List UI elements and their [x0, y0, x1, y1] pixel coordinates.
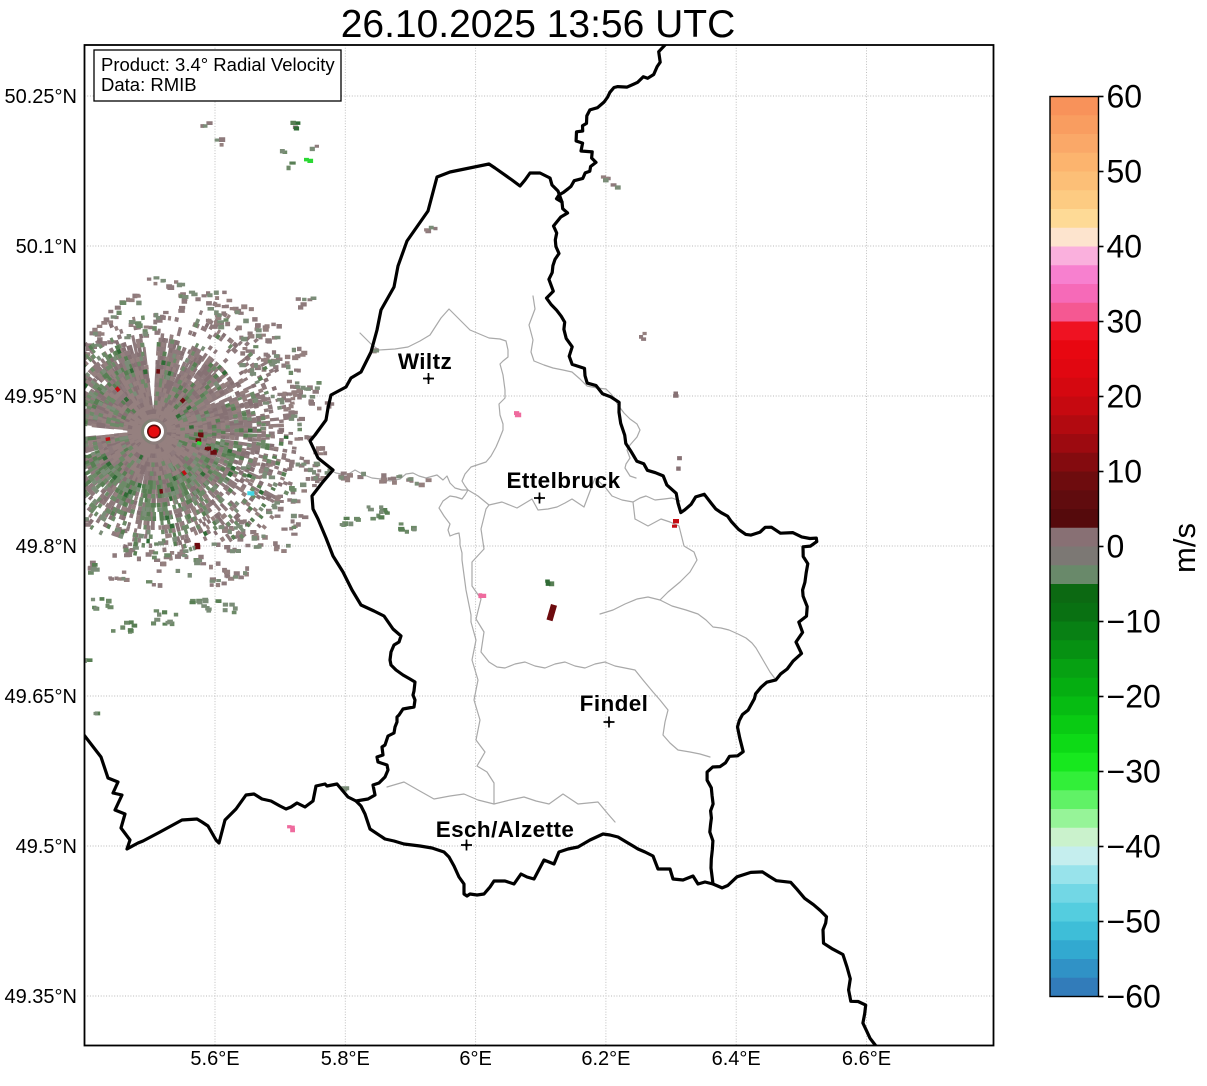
svg-text:Data: RMIB: Data: RMIB: [101, 74, 197, 95]
svg-text:20: 20: [1107, 379, 1143, 415]
svg-text:40: 40: [1107, 229, 1143, 265]
svg-text:Findel: Findel: [580, 691, 649, 716]
svg-text:49.65°N: 49.65°N: [5, 686, 78, 708]
svg-text:50.25°N: 50.25°N: [5, 86, 78, 108]
svg-text:6.4°E: 6.4°E: [712, 1048, 761, 1070]
svg-text:m/s: m/s: [1167, 523, 1202, 573]
svg-text:6.2°E: 6.2°E: [581, 1048, 630, 1070]
svg-text:49.5°N: 49.5°N: [16, 836, 77, 858]
svg-text:50.1°N: 50.1°N: [16, 236, 77, 258]
svg-text:0: 0: [1107, 529, 1125, 565]
svg-text:Ettelbruck: Ettelbruck: [506, 468, 620, 493]
svg-text:30: 30: [1107, 304, 1143, 340]
svg-text:49.35°N: 49.35°N: [5, 986, 78, 1008]
svg-text:Esch/Alzette: Esch/Alzette: [436, 817, 575, 842]
svg-text:−10: −10: [1107, 604, 1161, 640]
svg-text:Product: 3.4° Radial Velocity: Product: 3.4° Radial Velocity: [101, 54, 335, 75]
svg-text:Wiltz: Wiltz: [398, 349, 452, 374]
svg-text:10: 10: [1107, 454, 1143, 490]
svg-text:6°E: 6°E: [459, 1048, 491, 1070]
svg-text:5.6°E: 5.6°E: [190, 1048, 239, 1070]
svg-text:−50: −50: [1107, 904, 1161, 940]
svg-text:−20: −20: [1107, 679, 1161, 715]
svg-text:−40: −40: [1107, 829, 1161, 865]
svg-text:50: 50: [1107, 154, 1143, 190]
svg-text:−60: −60: [1107, 979, 1161, 1015]
svg-text:49.8°N: 49.8°N: [16, 536, 77, 558]
svg-text:26.10.2025 13:56 UTC: 26.10.2025 13:56 UTC: [341, 3, 736, 46]
svg-text:6.6°E: 6.6°E: [842, 1048, 891, 1070]
svg-text:5.8°E: 5.8°E: [321, 1048, 370, 1070]
svg-text:−30: −30: [1107, 754, 1161, 790]
svg-text:49.95°N: 49.95°N: [5, 386, 78, 408]
svg-text:60: 60: [1107, 79, 1143, 115]
